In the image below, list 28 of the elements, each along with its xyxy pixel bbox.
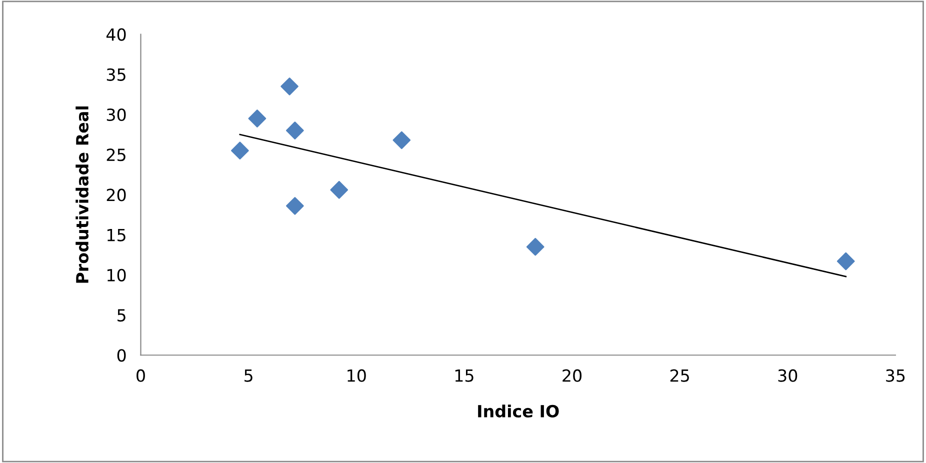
y-tick-label: 10 (107, 268, 126, 282)
point (231, 142, 249, 160)
point (286, 197, 304, 215)
x-tick-label: 10 (348, 369, 366, 382)
point (248, 110, 266, 128)
x-tick-label: 0 (136, 369, 145, 382)
x-tick-label: 30 (778, 369, 798, 382)
x-tick-label: 35 (886, 369, 905, 382)
y-tick-label: 30 (106, 108, 126, 122)
x-tick-label: 25 (670, 369, 689, 382)
x-tick-label: 5 (244, 370, 252, 382)
y-tick-label: 25 (106, 148, 126, 162)
x-axis-title: Indice IO (478, 404, 559, 418)
y-tick-label: 35 (106, 68, 126, 81)
y-axis-title: Produtividade Real (76, 106, 89, 283)
point (836, 252, 855, 270)
x-tick-label: 20 (562, 369, 582, 382)
y-tick-label: 20 (106, 188, 126, 202)
y-tick-label: 40 (106, 28, 126, 41)
point (330, 180, 348, 199)
point (526, 238, 544, 256)
y-tick-label: 0 (117, 349, 126, 362)
point (286, 122, 304, 140)
y-tick-label: 5 (118, 309, 126, 322)
point (280, 77, 298, 96)
y-tick-label: 15 (107, 228, 126, 242)
point (392, 131, 411, 150)
x-tick-label: 15 (455, 370, 474, 382)
